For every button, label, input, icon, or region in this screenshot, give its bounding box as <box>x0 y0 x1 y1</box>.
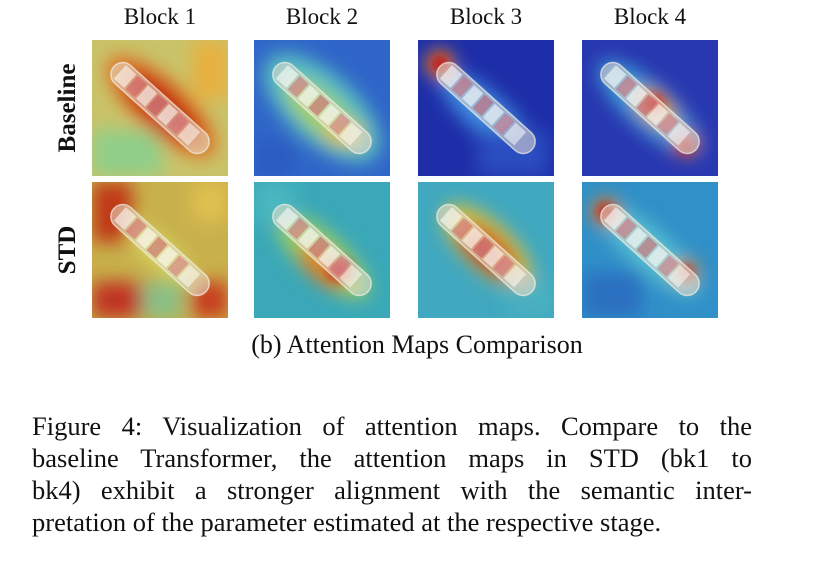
column-header-block-3: Block 3 <box>449 4 523 29</box>
column-header-block-4: Block 4 <box>613 4 687 29</box>
attention-map-std-block-1 <box>92 182 228 318</box>
caption-line-4: pretation of the parameter estimated at … <box>32 507 662 537</box>
attention-map-baseline-block-4 <box>582 40 718 176</box>
attention-map-baseline-block-3 <box>418 40 554 176</box>
subfigure-caption: (b) Attention Maps Comparison <box>251 330 583 359</box>
attention-map-baseline-block-2 <box>254 40 390 176</box>
row-label-std: STD <box>54 225 81 275</box>
caption-line-1: Figure 4: Visualization of attention map… <box>32 411 752 441</box>
column-header-block-1: Block 1 <box>123 4 197 29</box>
caption-line-2: baseline Transformer, the attention maps… <box>32 443 752 473</box>
figure-caption: Figure 4: Visualization of attention map… <box>32 410 752 538</box>
attention-map-baseline-block-1 <box>92 40 228 176</box>
attention-map-std-block-2 <box>254 182 390 318</box>
caption-line-3: bk4) exhibit a stronger alignment with t… <box>32 475 752 505</box>
attention-map-std-block-4 <box>582 182 718 318</box>
row-label-baseline: Baseline <box>54 63 81 153</box>
attention-map-std-block-3 <box>418 182 554 318</box>
column-header-block-2: Block 2 <box>285 4 359 29</box>
